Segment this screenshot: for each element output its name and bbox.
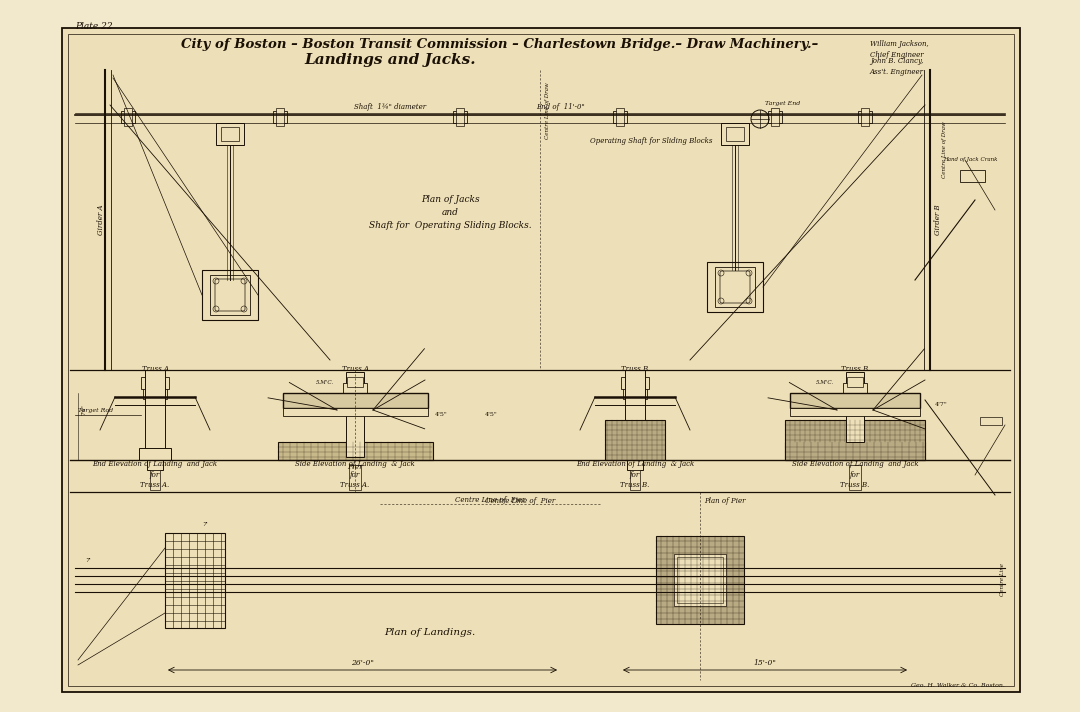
Bar bbox=[121, 111, 135, 123]
Bar bbox=[210, 275, 249, 315]
Bar bbox=[62, 28, 1020, 692]
Bar bbox=[721, 123, 750, 145]
Bar bbox=[605, 420, 665, 460]
Bar bbox=[677, 557, 723, 603]
Bar bbox=[627, 395, 643, 470]
Bar bbox=[278, 442, 433, 460]
Bar bbox=[145, 370, 165, 455]
Bar bbox=[625, 370, 645, 455]
Text: 15'-0": 15'-0" bbox=[754, 659, 777, 667]
Text: Truss B: Truss B bbox=[841, 365, 868, 373]
Text: Truss A: Truss A bbox=[341, 365, 368, 373]
FancyBboxPatch shape bbox=[215, 279, 245, 311]
Text: Girder A: Girder A bbox=[97, 205, 105, 235]
Bar bbox=[621, 377, 649, 389]
Bar bbox=[202, 270, 258, 320]
Bar bbox=[846, 372, 864, 442]
Text: 5.M'C.: 5.M'C. bbox=[815, 380, 834, 385]
Bar bbox=[843, 383, 867, 397]
Text: William Jackson,
Chief Engineer: William Jackson, Chief Engineer bbox=[870, 40, 929, 59]
Bar bbox=[283, 393, 428, 408]
Text: Operating Shaft for Sliding Blocks: Operating Shaft for Sliding Blocks bbox=[590, 137, 713, 145]
Bar bbox=[124, 108, 132, 126]
Bar bbox=[630, 470, 640, 490]
Bar bbox=[785, 442, 924, 460]
Text: Centre Line of  Pier: Centre Line of Pier bbox=[485, 497, 555, 505]
Text: Centre Line of Draw: Centre Line of Draw bbox=[545, 82, 550, 139]
Bar bbox=[656, 536, 744, 624]
Text: Centre Line of Draw: Centre Line of Draw bbox=[942, 122, 947, 179]
Bar bbox=[861, 108, 869, 126]
Text: Plan of Landings.: Plan of Landings. bbox=[384, 628, 475, 637]
Bar bbox=[785, 420, 924, 460]
Bar bbox=[456, 108, 464, 126]
Text: City of Boston – Boston Transit Commission – Charlestown Bridge.– Draw Machinery: City of Boston – Boston Transit Commissi… bbox=[181, 38, 819, 51]
Bar bbox=[623, 385, 647, 399]
Text: Plan of Jacks
and
Shaft for  Operating Sliding Blocks.: Plan of Jacks and Shaft for Operating Sl… bbox=[368, 195, 531, 231]
Bar bbox=[343, 383, 367, 397]
Text: 7': 7' bbox=[202, 522, 207, 527]
Bar bbox=[789, 408, 920, 416]
Text: Geo. H. Walker & Co. Boston.: Geo. H. Walker & Co. Boston. bbox=[912, 683, 1005, 688]
Text: Plate 22: Plate 22 bbox=[75, 22, 112, 31]
Text: End Elevation of Landing  and Jack
for
Truss A.: End Elevation of Landing and Jack for Tr… bbox=[93, 460, 217, 489]
Bar bbox=[346, 372, 364, 457]
Text: End of  11'-0": End of 11'-0" bbox=[536, 103, 584, 111]
Text: Target End: Target End bbox=[765, 101, 800, 106]
Text: 5.M'C.: 5.M'C. bbox=[316, 380, 334, 385]
Bar bbox=[960, 170, 985, 182]
Text: 4'7": 4'7" bbox=[935, 402, 948, 407]
Text: 4'5": 4'5" bbox=[435, 412, 448, 417]
Text: Target Rod: Target Rod bbox=[78, 408, 113, 413]
Text: Pier: Pier bbox=[347, 463, 363, 471]
Bar bbox=[273, 111, 287, 123]
Text: Plan of Pier: Plan of Pier bbox=[704, 497, 745, 505]
Bar bbox=[283, 408, 428, 416]
Bar bbox=[858, 111, 872, 123]
Text: 7'4": 7'4" bbox=[82, 404, 87, 415]
Text: Hand of Jack Crank: Hand of Jack Crank bbox=[943, 157, 997, 162]
Text: Centre Line: Centre Line bbox=[1000, 563, 1005, 597]
Text: Centre Line of  Pier: Centre Line of Pier bbox=[455, 496, 525, 504]
Bar bbox=[674, 554, 726, 606]
Bar bbox=[613, 111, 627, 123]
Bar bbox=[715, 267, 755, 307]
Text: Truss B: Truss B bbox=[621, 365, 649, 373]
Bar bbox=[150, 470, 160, 490]
Text: Landings and Jacks.: Landings and Jacks. bbox=[305, 53, 476, 67]
Bar bbox=[276, 108, 284, 126]
Bar bbox=[143, 385, 167, 399]
Bar bbox=[147, 395, 163, 470]
Bar bbox=[453, 111, 467, 123]
Bar bbox=[347, 377, 363, 387]
Bar bbox=[165, 533, 225, 628]
Bar bbox=[789, 393, 920, 408]
Bar bbox=[980, 417, 1002, 425]
Text: End Elevation of Landing  & Jack
for
Truss B.: End Elevation of Landing & Jack for Trus… bbox=[576, 460, 694, 489]
Text: Girder B: Girder B bbox=[934, 204, 942, 235]
Bar bbox=[847, 377, 863, 387]
Text: 26'-0": 26'-0" bbox=[351, 659, 374, 667]
Text: Shaft  1¾" diameter: Shaft 1¾" diameter bbox=[354, 103, 427, 111]
Bar bbox=[768, 111, 782, 123]
Bar bbox=[68, 34, 1014, 686]
Bar bbox=[221, 127, 239, 141]
Bar bbox=[726, 127, 744, 141]
Text: Side Elevation of Landing  and Jack
for
Truss B.: Side Elevation of Landing and Jack for T… bbox=[792, 460, 918, 489]
Bar bbox=[771, 108, 779, 126]
Text: Side Elevation of Landing  & Jack
for
Truss A.: Side Elevation of Landing & Jack for Tru… bbox=[295, 460, 415, 489]
Text: 4'5": 4'5" bbox=[485, 412, 498, 417]
Bar bbox=[139, 448, 171, 460]
Bar bbox=[349, 465, 361, 490]
Bar bbox=[141, 377, 168, 389]
Bar bbox=[707, 262, 762, 312]
Bar bbox=[616, 108, 624, 126]
Text: 7': 7' bbox=[85, 557, 91, 562]
Text: John B. Clancy,
Ass't. Engineer: John B. Clancy, Ass't. Engineer bbox=[870, 57, 924, 76]
Text: Truss A: Truss A bbox=[141, 365, 168, 373]
Bar bbox=[849, 465, 861, 490]
FancyBboxPatch shape bbox=[720, 271, 750, 303]
Bar bbox=[216, 123, 244, 145]
